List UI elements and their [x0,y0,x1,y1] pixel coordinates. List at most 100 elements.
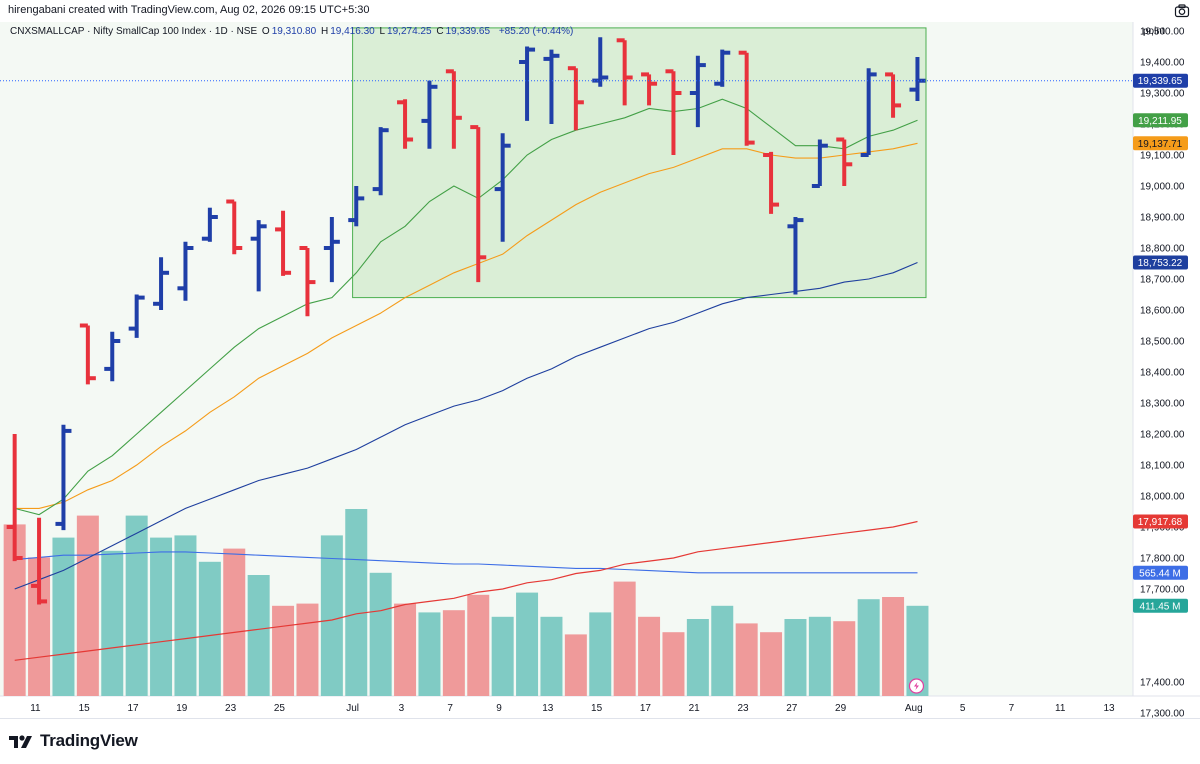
ohlc-bar [128,294,145,338]
volume-bar [345,509,368,696]
ohlc-bar [860,68,877,157]
ohlc-bar [55,424,72,531]
volume-bar [516,592,539,696]
open-label: O [261,26,270,37]
change-value: +85.20 (+0.44%) [498,26,574,37]
volume-bar [467,594,490,696]
ohlc-bar [397,99,414,149]
ohlc-bar [226,199,243,255]
time-tick-label: 21 [689,703,701,714]
volume-bar [808,616,831,696]
ohlc-bar [31,517,48,605]
time-tick-label: 13 [1103,703,1115,714]
price-tick-label: 18,900.00 [1140,213,1185,224]
high-label: H [320,26,329,37]
volume-bar [125,515,148,696]
price-tag-bg [1133,73,1188,88]
volume-bar [491,616,514,696]
ohlc-bar [494,133,511,242]
price-tag: 411.45 M [1133,598,1188,613]
ohlc-bar [323,217,340,283]
ohlc-bar [153,257,170,310]
ohlc-bar [616,38,633,106]
low-value: 19,274.25 [387,26,432,37]
price-tick-label: 17,400.00 [1140,678,1185,689]
price-tick-label: 19,000.00 [1140,182,1185,193]
price-tick-label: 18,100.00 [1140,461,1185,472]
volume-bar [662,632,685,696]
ohlc-bar [445,69,462,149]
price-tick-label: 19,300.00 [1140,89,1185,100]
volume-bar [320,535,343,696]
symbol-name: CNXSMALLCAP · Nifty SmallCap 100 Index ·… [10,26,258,37]
ohlc-bar [470,125,487,283]
footer-bar: TradingView [0,718,1200,764]
low-label: L [379,26,386,37]
close-value: 19,339.65 [445,26,491,37]
volume-bar [711,605,734,696]
ohlc-bar [811,139,828,188]
tradingview-brand[interactable]: TradingView [8,731,138,751]
ohlc-bar [177,241,194,301]
ohlc-bar [641,72,658,106]
price-tag-bg [1133,514,1188,529]
ohlc-bar [348,186,365,227]
volume-bar [686,619,709,696]
price-tag-label: 411.45 M [1140,601,1181,612]
time-tick-label: 23 [737,703,749,714]
price-tick-label: 18,300.00 [1140,399,1185,410]
price-scale-mode[interactable]: point [1143,26,1165,37]
volume-bar [564,634,587,696]
volume-bar [369,572,392,696]
ohlc-bar [519,46,536,121]
price-tag: 18,753.22 [1133,255,1188,270]
price-tag-label: 565.44 M [1139,568,1181,579]
volume-ma-line [14,551,918,574]
price-tick-label: 18,000.00 [1140,492,1185,503]
volume-bar [247,575,270,696]
price-tick-label: 18,600.00 [1140,306,1185,317]
volume-bar [613,581,636,696]
price-tick-label: 18,700.00 [1140,275,1185,286]
price-tag-bg [1133,598,1188,613]
volume-bar [198,561,221,696]
time-tick-label: 11 [1055,703,1066,714]
time-tick-label: 5 [960,703,966,714]
volume-bar [735,623,758,696]
time-tick-label: 27 [786,703,798,714]
time-tick-label: 9 [496,703,502,714]
volume-bar [418,612,441,696]
camera-icon[interactable] [1174,3,1190,19]
ohlc-bar [421,80,438,149]
price-tick-label: 19,100.00 [1140,151,1185,162]
ohlc-bar [689,55,706,128]
attribution-bar: hirengabani created with TradingView.com… [0,0,1200,23]
attribution-text: hirengabani created with TradingView.com… [8,4,370,16]
ohlc-bar [6,434,23,562]
ohlc-bar [787,217,804,295]
price-axis [1133,22,1200,696]
volume-bar [638,616,661,696]
price-tick-label: 17,300.00 [1140,709,1185,719]
volume-bar [174,535,197,696]
flash-icon [908,678,925,694]
price-tag-label: 19,211.95 [1138,116,1182,127]
price-chart[interactable]: 19,500.0019,400.0019,300.0019,200.0019,1… [0,22,1200,718]
ohlc-bar [738,50,755,146]
volume-bar [882,597,905,696]
ohlc-bar [201,207,218,242]
time-tick-label: 7 [447,703,453,714]
volume-bar [760,632,783,696]
price-tag-bg [1133,136,1188,151]
tradingview-logo-icon [9,735,32,748]
price-tag-label: 17,917.68 [1138,517,1183,528]
volume-bar [394,603,417,696]
volume-bar [76,515,99,696]
price-tag: 19,137.71 [1133,136,1188,151]
time-tick-label: 7 [1009,703,1015,714]
price-tick-label: 18,800.00 [1140,244,1185,255]
ohlc-bar [372,127,389,196]
time-tick-label: 13 [542,703,554,714]
volume-bar [3,524,26,696]
